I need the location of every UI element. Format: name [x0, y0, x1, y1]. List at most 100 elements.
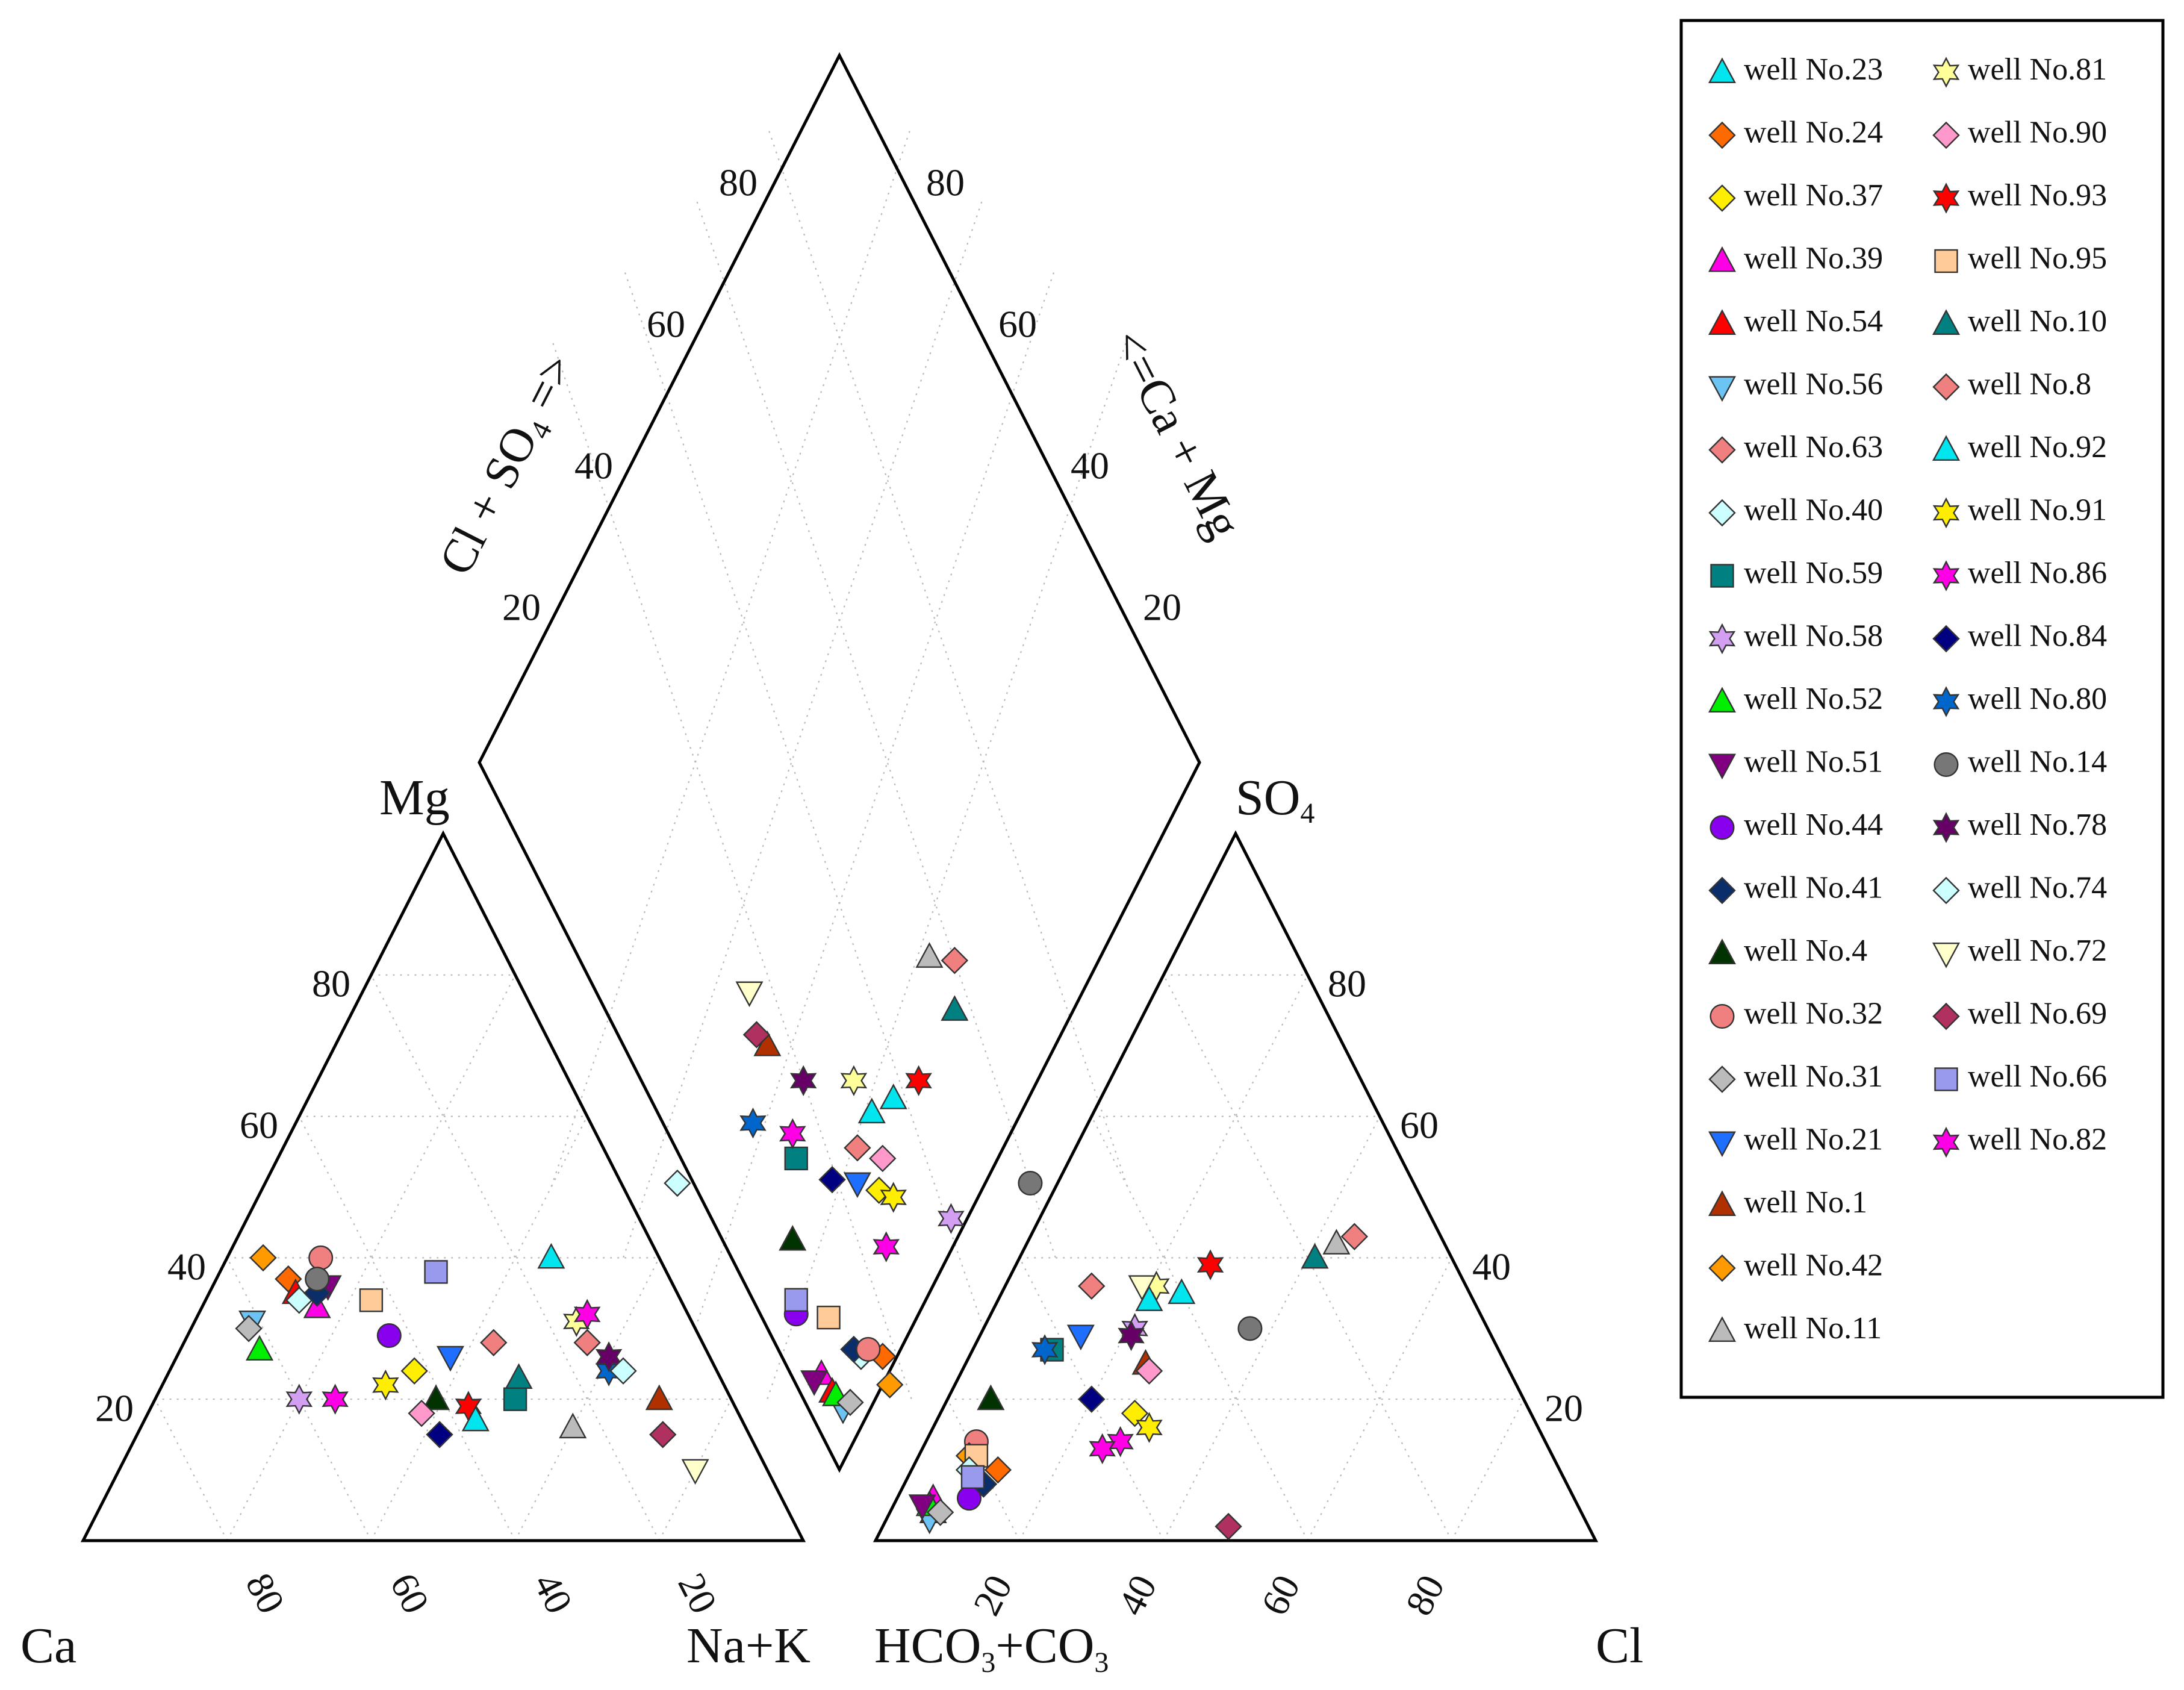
tick-label: 20 [965, 1568, 1020, 1622]
legend-label: well No.56 [1744, 367, 1883, 401]
legend-marker [1932, 309, 1961, 335]
cation-point [649, 1421, 677, 1448]
legend-item: well No.95 [1934, 241, 2107, 275]
legend-label: well No.37 [1744, 178, 1883, 213]
grid-line [550, 126, 912, 1187]
anion-point [1066, 1324, 1095, 1351]
plot-frames [80, 52, 1599, 1542]
anion-point [1107, 1426, 1134, 1458]
legend-label: well No.80 [1968, 682, 2107, 716]
tick-label: 80 [1397, 1568, 1452, 1622]
anion-point [1121, 1399, 1149, 1427]
legend-item: well No.86 [1932, 556, 2107, 591]
diamond-point [941, 947, 969, 974]
diamond-point [784, 1146, 808, 1171]
legend-marker [1934, 249, 1958, 273]
legend: well No.23 well No.24 well No.37 well No.39… [1679, 19, 2165, 1399]
tick-label: 60 [240, 1104, 278, 1147]
grid-line [226, 974, 516, 1541]
legend-item: well No.23 [1708, 52, 1883, 87]
tick-label: 60 [647, 303, 685, 346]
diamond-point [735, 981, 764, 1008]
legend-frame [1679, 19, 2165, 1399]
diamond-point [836, 1388, 864, 1417]
anion-point [1215, 1512, 1242, 1541]
legend-item: well No.40 [1708, 493, 1883, 527]
legend-label: well No.91 [1968, 493, 2107, 527]
anion-point [1340, 1223, 1369, 1250]
legend-marker [1708, 57, 1737, 84]
legend-label: well No.63 [1744, 430, 1883, 464]
cation-point [372, 1369, 399, 1401]
label-ca: Ca [20, 1618, 76, 1674]
legend-item: well No.44 [1710, 808, 1883, 842]
grid-line [767, 338, 1128, 1399]
legend-label: well No.41 [1744, 870, 1883, 905]
legend-item: well No.42 [1708, 1248, 1883, 1282]
legend-label: well No.52 [1744, 682, 1883, 716]
tick-label: 40 [1472, 1246, 1511, 1288]
diamond-point [879, 1084, 907, 1109]
legend-item: well No.21 [1708, 1122, 1883, 1158]
anion-point [1196, 1249, 1224, 1280]
diamond-point [742, 1021, 771, 1049]
grid-line [694, 196, 1056, 1258]
cation-point [305, 1267, 330, 1292]
legend-label: well No.54 [1744, 304, 1883, 338]
label-cl: Cl [1596, 1618, 1643, 1674]
legend-marker [1932, 121, 1960, 149]
legend-label: well No.78 [1968, 808, 2107, 842]
legend-marker [1708, 499, 1736, 527]
legend-item: well No.80 [1932, 682, 2107, 717]
legend-item: well No.11 [1708, 1311, 1882, 1345]
legend-item: well No.52 [1708, 682, 1883, 716]
legend-marker [1708, 376, 1737, 402]
diamond-right-axis-title: <=Ca + Mg [1101, 321, 1251, 546]
diamond-point [843, 1172, 871, 1199]
legend-marker [1934, 1067, 1958, 1091]
tick-label: 20 [502, 586, 541, 629]
tick-label: 60 [1400, 1104, 1439, 1147]
legend-label: well No.74 [1968, 870, 2107, 905]
corner-labels: Ca Na+K Mg HCO3+CO3 Cl SO4 [20, 770, 1643, 1679]
tick-label: 80 [926, 161, 965, 204]
legend-marker [1708, 753, 1737, 780]
legend-label: well No.69 [1968, 996, 2107, 1031]
diamond-point [856, 1336, 881, 1362]
anion-point [1128, 1275, 1156, 1301]
cation-point [461, 1405, 490, 1432]
grid-line [370, 974, 660, 1541]
legend-item: well No.54 [1708, 304, 1883, 338]
legend-item: well No.69 [1932, 996, 2107, 1031]
legend-marker [1708, 1316, 1737, 1342]
diamond-point [857, 1097, 886, 1124]
cation-point [322, 1383, 349, 1415]
legend-label: well No.93 [1968, 178, 2107, 213]
legend-label: well No.40 [1744, 493, 1883, 527]
cation-point [235, 1315, 263, 1342]
diamond-point [779, 1118, 806, 1149]
legend-item: well No.58 [1708, 619, 1883, 655]
anion-point [1168, 1278, 1196, 1305]
legend-label: well No.58 [1744, 619, 1883, 653]
cation-point [480, 1329, 508, 1356]
anion-point [984, 1456, 1012, 1484]
cation-point [246, 1335, 274, 1361]
label-hco3-co3: HCO3+CO3 [874, 1618, 1109, 1679]
diamond-point [905, 1065, 932, 1097]
tick-label: 40 [1109, 1568, 1165, 1622]
legend-label: well No.84 [1968, 619, 2107, 653]
legend-item: well No.63 [1708, 430, 1883, 464]
legend-item: well No.10 [1932, 304, 2107, 338]
grid-line [623, 196, 985, 1258]
legend-marker [1708, 623, 1736, 655]
legend-label: well No.44 [1744, 808, 1883, 842]
legend-label: well No.23 [1744, 52, 1883, 87]
anion-point [1078, 1385, 1106, 1413]
cation-point [573, 1329, 601, 1356]
legend-item: well No.93 [1932, 178, 2107, 214]
grid-line [623, 267, 985, 1329]
cation-point [609, 1357, 637, 1385]
diamond-point [915, 942, 944, 968]
legend-marker [1708, 938, 1737, 965]
